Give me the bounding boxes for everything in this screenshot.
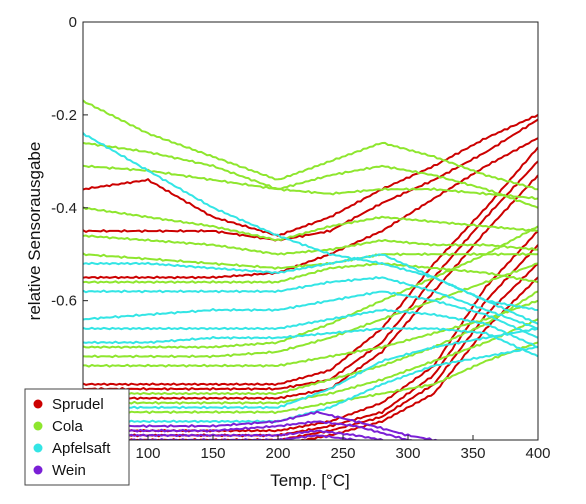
series-line-cola [83, 262, 538, 359]
series-line-cola [83, 290, 538, 396]
x-tick-label: 100 [135, 445, 160, 462]
series-line-sprudel [83, 262, 538, 440]
y-axis-ticks: 0-0.2-0.4-0.6-0.8 [51, 14, 88, 403]
x-axis-ticks: 100 150 200 250 300 350 400 [135, 435, 551, 462]
series-layer [83, 99, 538, 464]
series-line-cola [83, 234, 538, 256]
series-line-wein [83, 462, 538, 464]
series-line-wein [83, 420, 414, 440]
series-line-cola [83, 225, 538, 349]
series-line-sprudel [83, 114, 538, 237]
series-line-sprudel [296, 276, 538, 440]
series-line-cola [83, 164, 538, 200]
series-line-sprudel [83, 137, 538, 280]
y-tick-label: -0.6 [51, 293, 77, 310]
series-line-wein [83, 410, 440, 440]
legend-label-apfelsaft: Apfelsaft [52, 440, 111, 457]
x-axis-label: Temp. [°C] [270, 471, 350, 490]
series-line-apfelsaft [83, 276, 538, 330]
y-tick-label: 0 [69, 14, 77, 31]
y-tick-label: -0.4 [51, 200, 77, 217]
legend-label-wein: Wein [52, 462, 86, 479]
x-tick-label: 200 [265, 445, 290, 462]
series-line-sprudel [83, 160, 538, 391]
legend: Sprudel Cola Apfelsaft Wein [24, 388, 130, 486]
series-line-cola [83, 341, 538, 415]
x-tick-label: 250 [330, 445, 355, 462]
series-line-sprudel [83, 174, 538, 401]
legend-label-cola: Cola [52, 418, 84, 435]
series-line-apfelsaft [83, 253, 538, 311]
legend-marker-wein [33, 465, 43, 475]
x-tick-label: 350 [460, 445, 485, 462]
series-line-apfelsaft [83, 308, 538, 349]
legend-marker-sprudel [33, 399, 43, 409]
series-line-cola [83, 262, 538, 284]
x-tick-label: 300 [395, 445, 420, 462]
series-line-apfelsaft [83, 290, 538, 339]
legend-marker-cola [33, 421, 43, 431]
series-line-cola [83, 99, 538, 191]
series-line-apfelsaft [83, 327, 538, 410]
series-line-cola [83, 299, 538, 368]
legend-marker-apfelsaft [33, 443, 43, 453]
legend-label-sprudel: Sprudel [52, 396, 104, 413]
series-line-apfelsaft [83, 326, 538, 358]
y-axis-label: relative Sensorausgabe [25, 142, 44, 321]
x-tick-label: 150 [200, 445, 225, 462]
plot-frame [82, 21, 539, 441]
series-line-sprudel [83, 146, 538, 387]
series-line-cola [83, 206, 538, 242]
x-tick-label: 400 [525, 445, 550, 462]
series-line-cola [83, 141, 538, 209]
y-tick-label: -0.2 [51, 107, 77, 124]
series-line-wein [83, 429, 391, 440]
series-line-wein [83, 434, 362, 440]
series-line-cola [83, 252, 538, 270]
